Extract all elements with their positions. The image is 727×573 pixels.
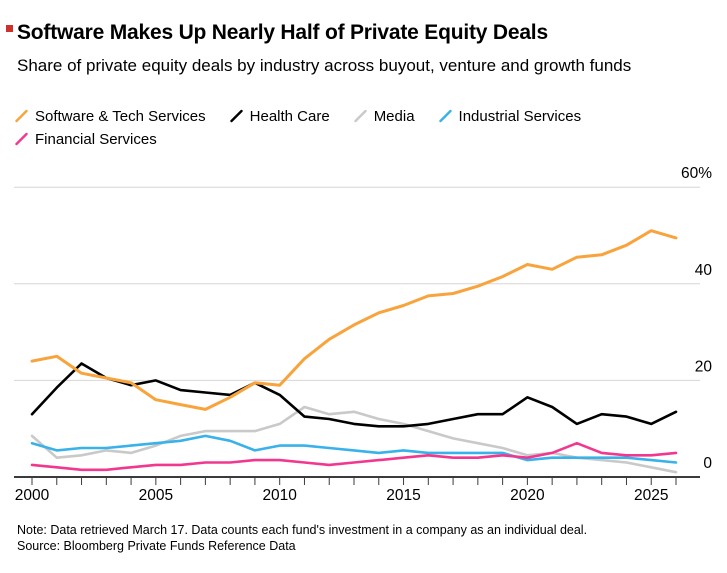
legend-item-industrial-services: Industrial Services bbox=[438, 106, 582, 126]
y-axis-label: 60% bbox=[681, 165, 712, 182]
series-line-health-care bbox=[30, 362, 678, 428]
x-axis-label: 2000 bbox=[15, 487, 50, 504]
x-axis-label: 2025 bbox=[634, 487, 668, 504]
series-line-industrial-services bbox=[30, 434, 678, 464]
legend-item-health-care: Health Care bbox=[229, 106, 330, 126]
x-axis-label: 2005 bbox=[139, 487, 173, 504]
y-axis-labels: 60% 40 20 0 bbox=[681, 165, 712, 472]
legend-item-financial-services: Financial Services bbox=[15, 129, 157, 149]
legend-item-media: Media bbox=[353, 106, 415, 126]
x-axis-ticks bbox=[31, 478, 677, 485]
gridlines bbox=[14, 186, 700, 381]
footer: Note: Data retrieved March 17. Data coun… bbox=[17, 522, 717, 554]
legend-line-swatch-icon bbox=[15, 109, 28, 123]
chart-subtitle: Share of private equity deals by industr… bbox=[17, 56, 632, 75]
legend-line-swatch-icon bbox=[438, 109, 452, 123]
source-text: Source: Bloomberg Private Funds Referenc… bbox=[17, 539, 296, 553]
x-axis-label: 2020 bbox=[510, 487, 545, 504]
legend-line-swatch-icon bbox=[229, 109, 243, 123]
brand-red-square bbox=[6, 25, 13, 32]
legend: Software & Tech Services Health Care Media… bbox=[15, 106, 715, 149]
x-axis-labels: 2000 2005 2010 2015 2020 2025 bbox=[15, 487, 669, 504]
page-title: Software Makes Up Nearly Half of Private… bbox=[17, 21, 548, 44]
legend-item-label: Industrial Services bbox=[458, 107, 582, 125]
y-axis-label: 20 bbox=[695, 358, 713, 375]
line-chart: 60% 40 20 0 2000 2005 2010 2015 2020 2025 bbox=[14, 165, 712, 504]
series-line-financial-services bbox=[30, 441, 678, 472]
legend-item-label: Health Care bbox=[249, 107, 330, 125]
legend-item-label: Software & Tech Services bbox=[35, 107, 206, 125]
legend-line-swatch-icon bbox=[15, 132, 28, 146]
legend-item-label: Media bbox=[373, 107, 415, 125]
x-axis-label: 2010 bbox=[262, 487, 297, 504]
legend-item-software-tech-services: Software & Tech Services bbox=[15, 106, 206, 126]
y-axis-label: 0 bbox=[703, 455, 712, 472]
note-text: Note: Data retrieved March 17. Data coun… bbox=[17, 523, 588, 537]
series-line-software-tech-services bbox=[30, 229, 678, 411]
legend-item-label: Financial Services bbox=[35, 130, 157, 148]
x-axis-label: 2015 bbox=[386, 487, 420, 504]
y-axis-label: 40 bbox=[695, 262, 713, 279]
legend-line-swatch-icon bbox=[353, 109, 367, 123]
series-line-media bbox=[30, 405, 678, 474]
